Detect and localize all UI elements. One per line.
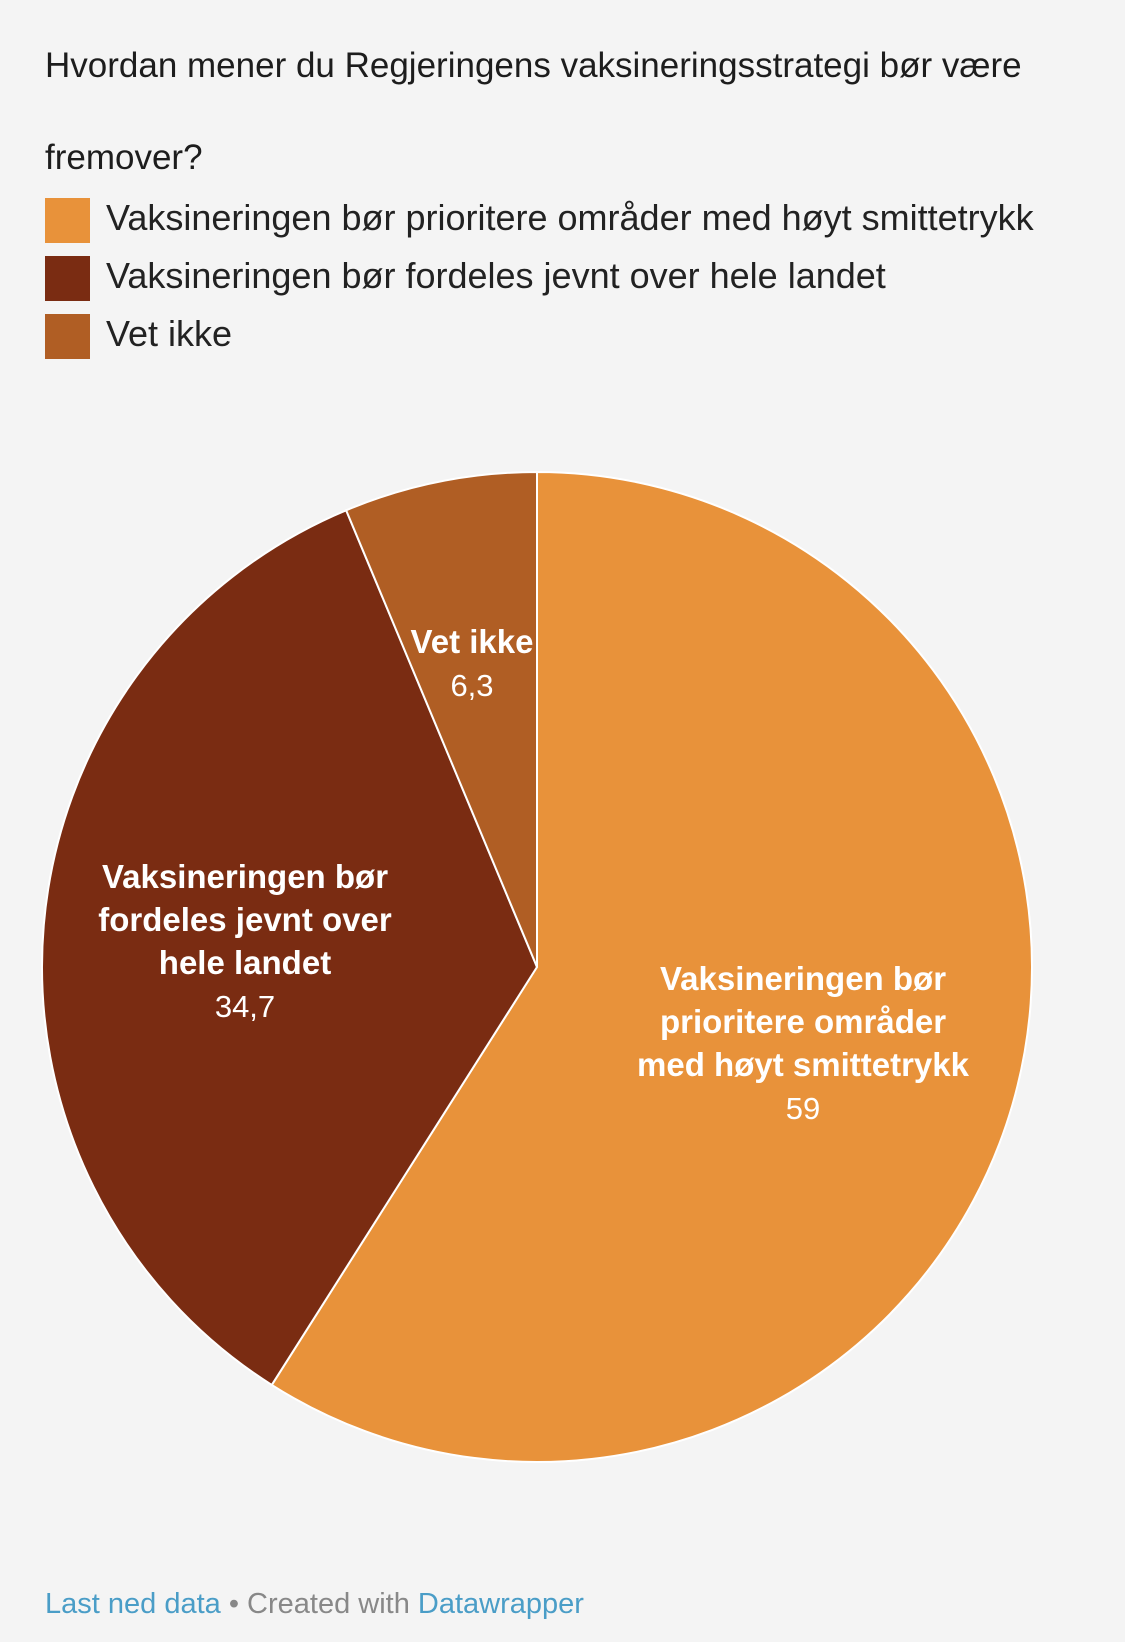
slice-label-line: med høyt smittetrykk — [637, 1046, 970, 1083]
datawrapper-link[interactable]: Datawrapper — [417, 1588, 584, 1620]
legend-label: Vaksineringen bør fordeles jevnt over he… — [106, 255, 886, 296]
pie-slice — [344, 470, 538, 968]
slice-label-line: Vaksineringen bør — [660, 960, 946, 997]
download-data-link[interactable]: Last ned data — [45, 1588, 221, 1620]
slice-label: Vaksineringen bør fordeles jevnt over hele… — [98, 858, 392, 1024]
legend-swatch — [45, 198, 90, 243]
legend-item-prioritere: Vaksineringen bør prioritere områder med… — [45, 193, 1045, 243]
slice-value-label: 59 — [786, 1091, 820, 1126]
slice-label-line: hele landet — [159, 944, 331, 981]
legend: Vaksineringen bør prioritere områder med… — [45, 193, 1045, 367]
footer-separator: • — [228, 1588, 239, 1620]
slice-label-line: prioritere områder — [660, 1003, 946, 1040]
footer: Last ned data • Created with Datawrapper — [45, 1588, 584, 1621]
slice-label-line: Vaksineringen bør — [102, 858, 388, 895]
slice-value-label: 6,3 — [450, 668, 493, 703]
slice-label-line: fordeles jevnt over — [98, 901, 392, 938]
legend-label: Vaksineringen bør prioritere områder med… — [106, 197, 1034, 238]
legend-swatch — [45, 314, 90, 359]
slice-label: Vaksineringen bør prioritere områder med h… — [637, 960, 970, 1126]
legend-swatch — [45, 256, 90, 301]
slice-label: Vet ikke 6,3 — [411, 623, 534, 703]
legend-label: Vet ikke — [106, 313, 233, 354]
pie-slice — [41, 508, 539, 1387]
pie-slice — [270, 470, 1034, 1463]
slice-label-line: Vet ikke — [411, 623, 534, 660]
created-with-text: Created with — [247, 1588, 410, 1620]
slice-value-label: 34,7 — [215, 989, 275, 1024]
legend-item-jevnt: Vaksineringen bør fordeles jevnt over he… — [45, 251, 1045, 301]
legend-item-vet-ikke: Vet ikke — [45, 309, 1045, 359]
chart-title: Hvordan mener du Regjeringens vaksinerin… — [45, 46, 1022, 177]
